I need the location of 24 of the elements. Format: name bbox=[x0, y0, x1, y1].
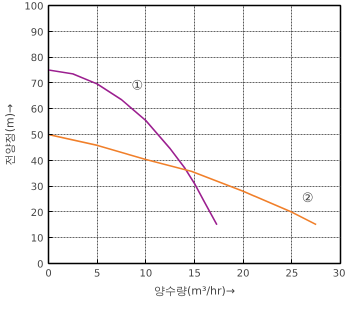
y-tick-label: 80 bbox=[30, 53, 44, 64]
y-tick-label: 10 bbox=[30, 234, 44, 245]
y-tick-label: 30 bbox=[30, 182, 44, 194]
x-tick-label: 5 bbox=[94, 268, 100, 280]
line-series bbox=[48, 69, 218, 226]
x-tick-label: 10 bbox=[139, 268, 152, 280]
y-tick-label: 70 bbox=[30, 78, 44, 90]
series-label: ① bbox=[132, 78, 144, 94]
line-series bbox=[48, 134, 317, 226]
y-tick-label: 0 bbox=[37, 260, 44, 270]
y-tick-label: 20 bbox=[30, 208, 44, 219]
y-tick-label: 40 bbox=[30, 156, 44, 168]
y-tick-label: 60 bbox=[30, 104, 44, 116]
x-axis-title: 양수량(m³/hr)→ bbox=[154, 284, 236, 298]
y-tick-label: 50 bbox=[30, 130, 44, 142]
x-tick-label: 30 bbox=[332, 268, 346, 280]
x-tick-label: 0 bbox=[45, 268, 52, 280]
y-axis-title: 전양정(m)→ bbox=[3, 104, 16, 166]
x-tick-label: 20 bbox=[236, 268, 250, 280]
y-tick-label: 100 bbox=[24, 2, 44, 12]
y-tick-label: 90 bbox=[30, 27, 44, 38]
series-label: ② bbox=[302, 191, 314, 206]
x-tick-label: 25 bbox=[285, 268, 298, 280]
x-tick-label: 15 bbox=[188, 268, 201, 280]
